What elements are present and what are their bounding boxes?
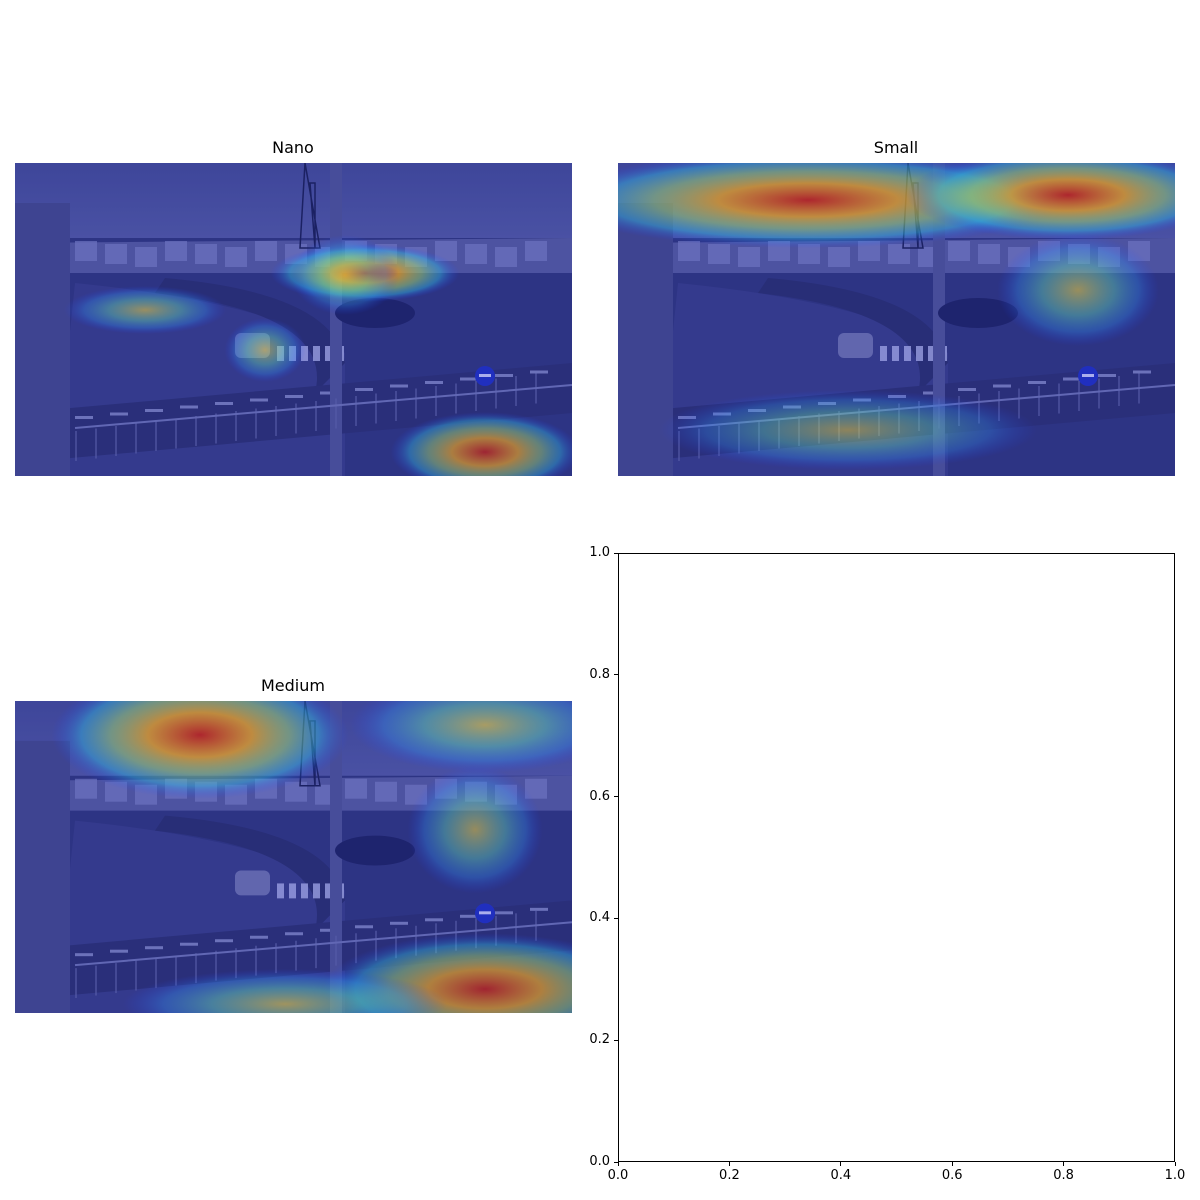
x-tick-mark bbox=[617, 1162, 619, 1166]
x-tick-label: 1.0 bbox=[1164, 1168, 1186, 1183]
heatmap-panel-small bbox=[618, 163, 1175, 476]
y-tick-label: 0.6 bbox=[589, 788, 610, 804]
heatmap-image bbox=[15, 701, 572, 1013]
x-tick-label: 0.2 bbox=[719, 1168, 740, 1183]
heat-spot-sky-right bbox=[350, 701, 572, 773]
heat-spot-right-tree bbox=[407, 765, 543, 894]
y-tick-mark bbox=[614, 796, 618, 798]
heat-spot-sky-left bbox=[51, 701, 349, 799]
empty-axes bbox=[618, 553, 1175, 1162]
x-tick-label: 0.6 bbox=[941, 1168, 963, 1183]
x-tick-label: 0.4 bbox=[830, 1168, 852, 1183]
y-tick-label: 0.0 bbox=[589, 1154, 610, 1169]
y-tick-mark bbox=[614, 552, 618, 554]
x-tick-mark bbox=[1174, 1162, 1176, 1166]
y-tick-mark bbox=[614, 1161, 618, 1163]
y-tick-label: 0.2 bbox=[589, 1032, 610, 1048]
x-tick-mark bbox=[840, 1162, 842, 1166]
x-tick-label: 0.0 bbox=[607, 1168, 629, 1183]
heat-spot-right-trees bbox=[997, 234, 1159, 346]
heat-spot-lower-right-grass bbox=[390, 412, 572, 476]
x-tick-mark bbox=[728, 1162, 730, 1166]
heat-spot-roundabout-tree bbox=[291, 235, 399, 315]
y-tick-label: 1.0 bbox=[589, 545, 610, 560]
panel-title-medium: Medium bbox=[261, 676, 325, 695]
heat-spot-lower-middle-grass bbox=[123, 968, 447, 1013]
heat-spot-sky-right bbox=[906, 163, 1175, 240]
heatmap-image bbox=[15, 163, 572, 476]
heat-spot-lower-fence bbox=[659, 390, 1037, 470]
heat-spot-left-tree bbox=[64, 286, 226, 334]
heatmap-panel-medium bbox=[15, 701, 572, 1013]
x-tick-mark bbox=[951, 1162, 953, 1166]
x-tick-mark bbox=[1063, 1162, 1065, 1166]
y-tick-label: 0.8 bbox=[589, 666, 610, 682]
y-tick-label: 0.4 bbox=[589, 910, 610, 926]
heat-spot-white-car bbox=[224, 318, 306, 382]
y-tick-mark bbox=[614, 917, 618, 919]
panel-title-small: Small bbox=[873, 138, 919, 157]
x-tick-label: 0.8 bbox=[1053, 1168, 1074, 1183]
heatmap-image bbox=[618, 163, 1175, 476]
y-tick-mark bbox=[614, 674, 618, 676]
panel-title-nano: Nano bbox=[272, 138, 314, 157]
heatmap-panel-nano bbox=[15, 163, 572, 476]
y-tick-mark bbox=[614, 1039, 618, 1041]
